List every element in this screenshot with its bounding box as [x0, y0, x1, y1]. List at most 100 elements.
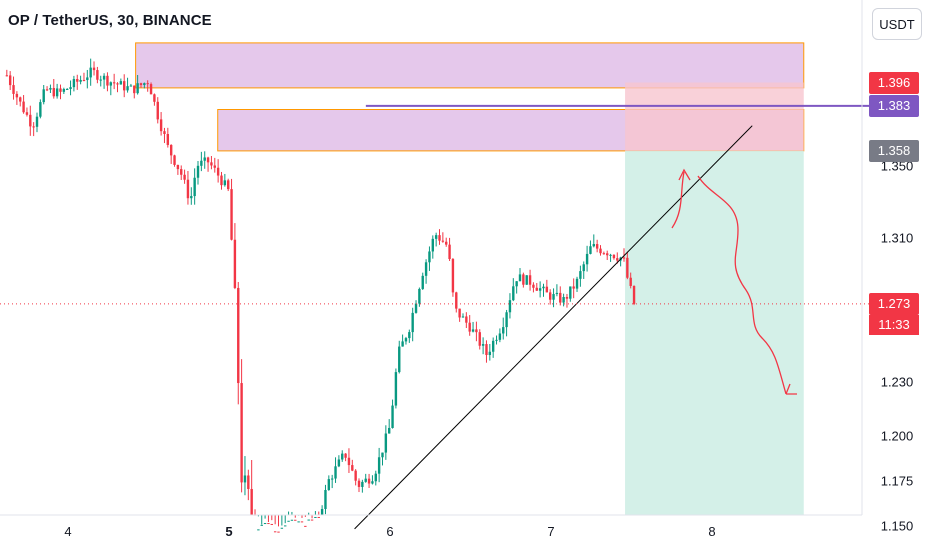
candle-body	[387, 427, 391, 434]
candle	[243, 456, 247, 496]
candle	[465, 312, 468, 329]
candle-body	[247, 475, 250, 489]
candle-body	[62, 89, 66, 92]
candle-body	[384, 433, 388, 453]
candle-body	[196, 165, 200, 178]
candle-body	[109, 82, 112, 86]
candle-body	[555, 292, 559, 295]
candle	[96, 66, 99, 84]
candle	[565, 293, 569, 308]
candle	[367, 473, 371, 488]
candle	[133, 85, 136, 99]
candle	[267, 515, 270, 525]
candle-body	[434, 235, 438, 239]
x-tick-label: 5	[225, 524, 232, 539]
candle	[424, 259, 428, 284]
candle	[45, 86, 49, 92]
candle	[65, 88, 69, 90]
candle-body	[200, 160, 203, 166]
candle	[294, 515, 297, 521]
candle-body	[616, 258, 619, 261]
candle	[123, 74, 126, 98]
candle	[502, 317, 505, 340]
candle	[569, 286, 572, 302]
candle-body	[273, 531, 277, 533]
candle-body	[52, 87, 55, 97]
candle	[555, 284, 559, 297]
candle-body	[455, 292, 458, 309]
candle	[478, 329, 481, 350]
candle-body	[72, 79, 76, 88]
stop-loss-area[interactable]	[625, 82, 804, 151]
candle	[461, 313, 465, 318]
candle-body	[548, 292, 552, 300]
candle-body	[394, 372, 398, 406]
candle	[579, 265, 582, 287]
currency-button[interactable]: USDT	[872, 8, 922, 40]
candle	[42, 84, 45, 105]
candle-body	[408, 332, 411, 339]
arrow-up-annotation[interactable]	[671, 168, 691, 229]
candle-body	[136, 83, 139, 94]
candle-body	[99, 79, 102, 81]
candle-body	[206, 157, 210, 163]
candle	[441, 232, 445, 243]
candle-body	[230, 189, 233, 240]
candle	[196, 160, 200, 185]
candle	[270, 515, 273, 525]
candle-body	[277, 531, 280, 533]
candle-body	[562, 297, 565, 303]
candle	[139, 82, 143, 88]
candle	[408, 329, 411, 343]
candle-body	[290, 519, 294, 521]
candle	[200, 151, 203, 172]
y-tick-label: 1.175	[881, 473, 914, 488]
candle	[632, 285, 636, 306]
candle-body	[461, 316, 465, 318]
candle	[19, 96, 22, 107]
candle	[99, 75, 102, 87]
candle	[82, 72, 86, 82]
candle-body	[156, 101, 159, 120]
candle	[488, 344, 492, 361]
arrow-up-head	[678, 168, 691, 181]
candle-body	[592, 244, 595, 247]
candle	[572, 278, 575, 299]
candle	[106, 72, 109, 92]
candle	[116, 82, 119, 93]
candle-body	[485, 344, 488, 356]
candle	[595, 239, 599, 253]
candle	[190, 187, 193, 205]
candle	[8, 71, 12, 91]
candle	[52, 78, 55, 99]
candle-body	[133, 85, 136, 94]
candle-body	[498, 333, 502, 340]
candle-body	[559, 292, 562, 303]
trendline[interactable]	[354, 125, 753, 530]
candle	[273, 515, 277, 533]
candle	[5, 69, 9, 77]
take-profit-area[interactable]	[625, 150, 804, 515]
candle-body	[391, 405, 394, 428]
candle	[431, 235, 434, 259]
arrow-down-annotation[interactable]	[697, 175, 797, 395]
candle-body	[522, 274, 525, 285]
candle-body	[508, 300, 512, 313]
candle	[226, 178, 230, 192]
candle	[629, 272, 632, 289]
candle	[445, 237, 448, 247]
candle	[404, 336, 408, 345]
candle-body	[96, 70, 99, 80]
candle-body	[59, 88, 62, 92]
candle	[391, 399, 394, 429]
candle	[398, 340, 401, 374]
candle	[602, 251, 606, 255]
candle-body	[153, 94, 156, 102]
short-position-tool	[625, 82, 804, 515]
candle	[35, 112, 39, 133]
supply-zone-upper[interactable]	[135, 42, 805, 89]
candle-body	[300, 521, 304, 523]
candle-body	[451, 259, 455, 293]
